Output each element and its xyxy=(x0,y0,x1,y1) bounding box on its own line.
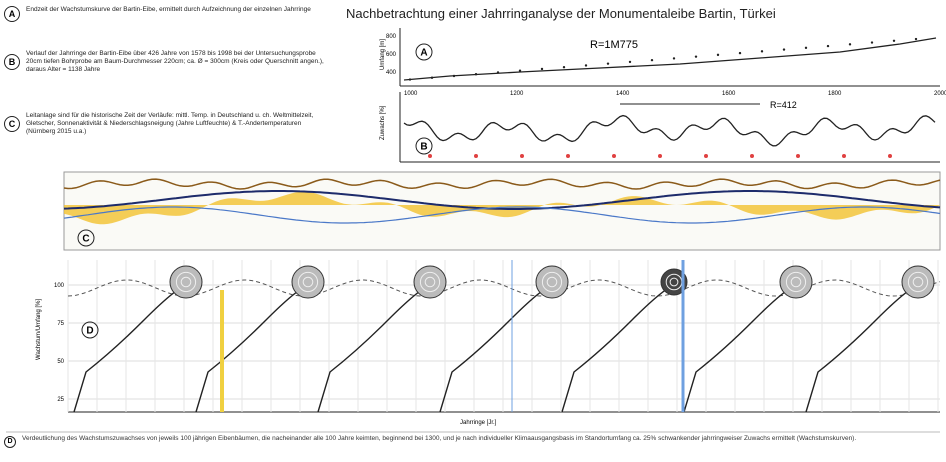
axis-title: Wachstum/Umfang [%] xyxy=(36,299,42,360)
note-letter: B xyxy=(4,54,20,70)
x-tick-label: 2000 xyxy=(934,91,946,97)
marker xyxy=(566,154,570,158)
point xyxy=(672,57,676,60)
x-tick-label: 1600 xyxy=(722,91,736,97)
tree-ring xyxy=(907,271,929,293)
note: Endzeit der Wachstumskurve der Bartin-Ei… xyxy=(26,6,311,13)
climate-curve xyxy=(63,178,941,190)
tree-ring xyxy=(424,276,436,288)
x-tick-label: 1200 xyxy=(510,91,524,97)
tree-ring xyxy=(302,276,314,288)
tree-disk xyxy=(169,265,203,299)
footer: Verdeutlichung des Wachstumszuwachses vo… xyxy=(22,435,857,442)
annotation: R=412 xyxy=(770,100,797,110)
point xyxy=(562,66,566,69)
marker xyxy=(658,154,662,158)
tree-disk xyxy=(660,268,688,296)
point xyxy=(826,44,830,48)
growth-line xyxy=(403,37,937,81)
point xyxy=(870,41,874,44)
tree-disk xyxy=(413,265,447,299)
y-tick-label: 800 xyxy=(386,34,397,40)
panel-badge xyxy=(415,43,433,61)
tree-ring xyxy=(419,271,441,293)
marker xyxy=(474,154,478,158)
axis-title: Umfang [m] xyxy=(380,39,386,70)
point xyxy=(760,50,764,53)
marker xyxy=(704,154,708,158)
point xyxy=(716,53,720,57)
y-tick-label: 50 xyxy=(57,359,64,365)
point xyxy=(782,48,786,51)
tree-disk xyxy=(291,265,325,299)
note-letter: C xyxy=(4,116,20,132)
y-tick-label: 100 xyxy=(54,283,65,289)
y-tick-label: 400 xyxy=(386,70,397,76)
marker xyxy=(612,154,616,158)
note-letter: A xyxy=(4,6,20,22)
marker xyxy=(888,154,892,158)
marker xyxy=(750,154,754,158)
y-tick-label: 75 xyxy=(57,321,64,327)
growth-curve xyxy=(683,284,797,413)
tree-ring xyxy=(669,277,679,287)
tree-ring xyxy=(541,271,563,293)
y-tick-label: 25 xyxy=(57,397,64,403)
panel-label: A xyxy=(420,48,427,59)
marker xyxy=(842,154,846,158)
title: Nachbetrachtung einer Jahrringanalyse de… xyxy=(346,6,776,21)
point xyxy=(628,60,632,64)
note: Verlauf der Jahrringe der Bartin-Eibe üb… xyxy=(26,50,324,73)
x-tick-label: 1400 xyxy=(616,91,630,97)
point xyxy=(650,58,654,62)
tree-ring xyxy=(175,271,197,293)
tree-disk xyxy=(779,265,813,299)
axis-title: Jahrringe [Jr.] xyxy=(460,420,497,426)
axis-title: Zuwachs [%] xyxy=(380,105,386,140)
point xyxy=(848,43,852,46)
climate-curve xyxy=(63,190,941,210)
point xyxy=(804,46,808,50)
ring-width-curve xyxy=(403,114,936,147)
panel-label: B xyxy=(420,142,427,153)
marker xyxy=(796,154,800,158)
point xyxy=(584,64,588,67)
x-tick-label: 1000 xyxy=(404,91,418,97)
tree-ring xyxy=(912,276,924,288)
tree-ring xyxy=(180,276,192,288)
tree-disk xyxy=(901,265,935,299)
panel-badge xyxy=(77,229,95,247)
point xyxy=(540,67,544,71)
point xyxy=(892,39,896,42)
footer-letter: D xyxy=(4,436,16,448)
panel-label: C xyxy=(82,234,89,245)
point xyxy=(606,62,610,65)
tree-ring xyxy=(790,276,802,288)
point xyxy=(738,51,742,55)
panel-badge xyxy=(415,137,433,155)
tree-ring xyxy=(546,276,558,288)
panel-label: D xyxy=(86,326,93,337)
growth-curve xyxy=(561,284,675,413)
point xyxy=(914,37,918,41)
tree-disk xyxy=(535,265,569,299)
growth-curve xyxy=(317,284,431,413)
climate-curve xyxy=(63,206,941,224)
growth-curve xyxy=(73,284,187,413)
y-tick-label: 600 xyxy=(386,52,397,58)
note: Leitanlage sind für die historische Zeit… xyxy=(26,112,314,135)
panel-badge xyxy=(81,321,99,339)
tree-ring xyxy=(297,271,319,293)
x-tick-label: 1800 xyxy=(828,91,842,97)
annotation: R=1M775 xyxy=(590,39,638,51)
marker xyxy=(428,154,432,158)
growth-curve xyxy=(805,284,919,413)
tree-ring xyxy=(785,271,807,293)
growth-curve xyxy=(439,284,553,413)
marker xyxy=(520,154,524,158)
point xyxy=(694,55,698,58)
